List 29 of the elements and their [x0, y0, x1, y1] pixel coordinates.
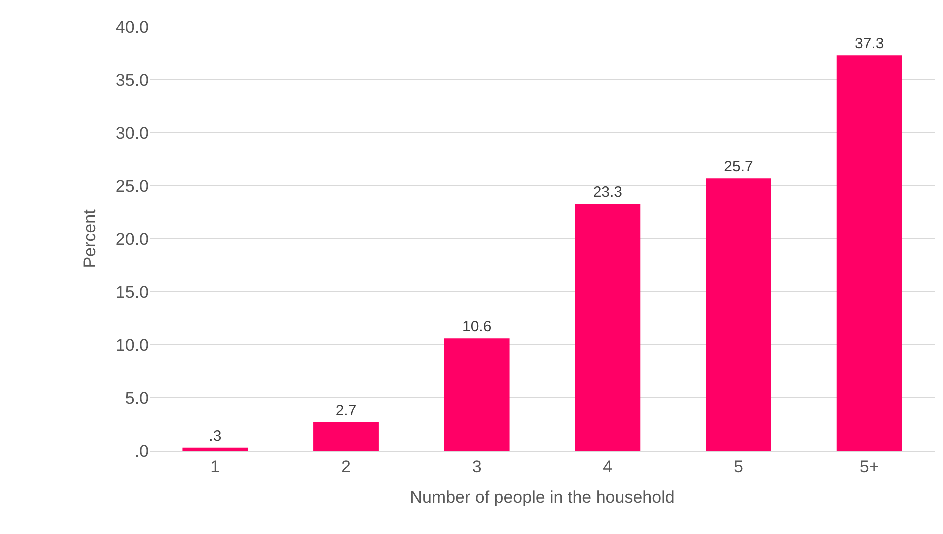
bar [706, 178, 772, 451]
bar [314, 422, 379, 451]
data-label: 37.3 [854, 36, 884, 53]
data-label: 25.7 [724, 158, 754, 176]
data-label: 2.7 [336, 402, 357, 420]
data-label: .3 [209, 428, 222, 445]
bar [444, 338, 510, 451]
y-tick-label: 25.0 [116, 176, 149, 196]
y-axis-title: Percent [80, 209, 100, 268]
y-tick-label: 40.0 [116, 18, 149, 37]
x-tick-label: 4 [603, 457, 613, 476]
x-tick-label: 5 [734, 457, 744, 476]
bar [836, 56, 902, 451]
bar [575, 204, 641, 451]
x-tick-label: 5+ [860, 457, 880, 476]
y-tick-label: 15.0 [116, 282, 149, 302]
data-label: 23.3 [593, 184, 623, 202]
y-tick-label: 30.0 [116, 124, 149, 143]
data-label: 10.6 [462, 318, 492, 336]
x-axis-title: Number of people in the household [410, 488, 675, 507]
bar [182, 448, 248, 451]
x-tick-label: 2 [342, 457, 351, 476]
y-tick-label: 5.0 [125, 388, 149, 408]
y-tick-label: 35.0 [116, 70, 149, 90]
x-tick-label: 3 [472, 457, 482, 476]
x-tick-label: 1 [210, 457, 220, 476]
y-tick-label: .0 [134, 442, 149, 461]
y-tick-label: 10.0 [116, 336, 149, 355]
y-tick-label: 20.0 [116, 230, 149, 249]
